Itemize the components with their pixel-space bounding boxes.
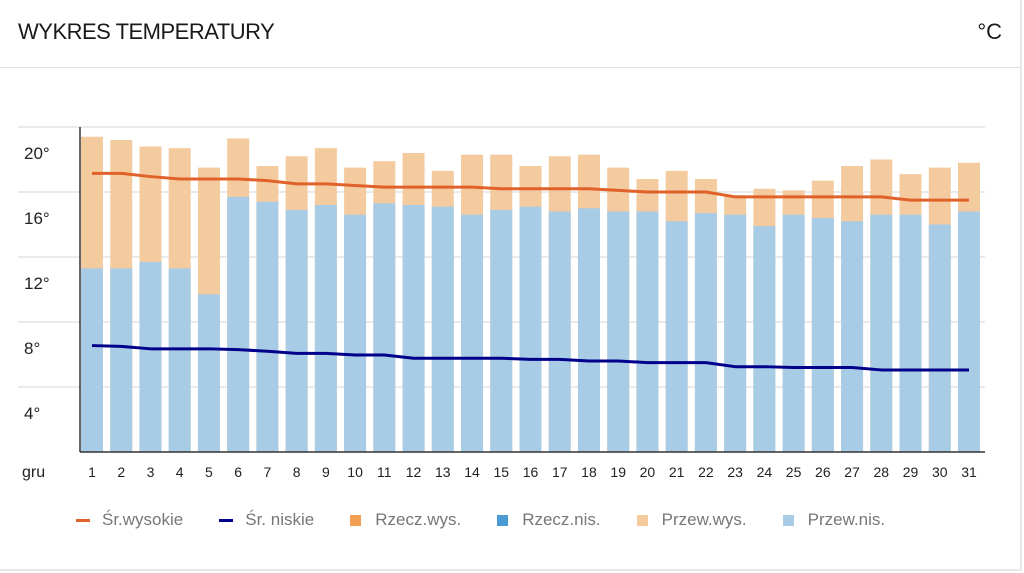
x-tick-label: 21 — [669, 464, 685, 480]
x-tick-label: 2 — [117, 464, 125, 480]
bar-forecast-low — [870, 214, 893, 452]
bar-forecast-low — [724, 214, 747, 452]
x-tick-label: 17 — [552, 464, 568, 480]
bar-forecast-low — [110, 268, 133, 452]
x-tick-label: 7 — [264, 464, 272, 480]
bar-forecast-low — [636, 211, 659, 452]
x-tick-label: 8 — [293, 464, 301, 480]
legend-label: Przew.wys. — [661, 510, 747, 529]
bar-forecast-low — [402, 205, 425, 452]
x-tick-label: 11 — [377, 464, 392, 480]
x-tick-label: 25 — [786, 464, 802, 480]
bar-forecast-low — [314, 205, 337, 452]
bar-forecast-low — [256, 201, 279, 452]
x-axis-label: gru — [22, 464, 45, 481]
bar-forecast-low — [782, 214, 805, 452]
legend-label: Przew.nis. — [807, 510, 886, 529]
y-tick-label: 16° — [24, 209, 50, 228]
chart-title: WYKRES TEMPERATURY — [18, 19, 275, 44]
bar-forecast-low — [958, 211, 980, 452]
legend-item[interactable]: Przew.nis. — [782, 510, 886, 530]
x-tick-label: 22 — [698, 464, 714, 480]
bar-forecast-low — [841, 221, 864, 452]
x-tick-label: 6 — [234, 464, 242, 480]
x-tick-label: 18 — [581, 464, 597, 480]
x-tick-label: 20 — [640, 464, 656, 480]
legend-swatch — [782, 514, 794, 526]
bar-forecast-low — [490, 209, 513, 452]
x-tick-label: 31 — [961, 464, 977, 480]
x-tick-label: 28 — [874, 464, 890, 480]
x-tick-label: 24 — [757, 464, 773, 480]
chart-header: WYKRES TEMPERATURY °C — [0, 0, 1020, 68]
x-tick-label: 12 — [406, 464, 422, 480]
x-tick-label: 13 — [435, 464, 451, 480]
x-tick-label: 4 — [176, 464, 184, 480]
legend-item[interactable]: Śr.wysokie — [76, 510, 183, 530]
bar-forecast-low — [139, 261, 162, 452]
bar-forecast-low — [461, 214, 484, 452]
bar-forecast-low — [373, 203, 396, 452]
bar-forecast-low — [227, 196, 250, 452]
x-tick-label: 14 — [464, 464, 480, 480]
chart-legend: Śr.wysokie Śr. niskie Rzecz.wys. Rzecz.nis.… — [76, 510, 921, 530]
bar-forecast-low — [607, 211, 630, 452]
bar-forecast-low — [285, 209, 308, 452]
x-tick-label: 15 — [493, 464, 509, 480]
bar-forecast-low — [519, 206, 542, 452]
bar-forecast-low — [81, 268, 103, 452]
bar-forecast-low — [197, 294, 220, 452]
x-tick-label: 27 — [844, 464, 860, 480]
bar-forecast-low — [928, 224, 951, 452]
legend-swatch — [219, 518, 234, 522]
x-tick-label: 16 — [523, 464, 539, 480]
x-tick-label: 29 — [903, 464, 919, 480]
bar-forecast-low — [665, 221, 688, 452]
bar-forecast-low — [577, 208, 600, 452]
bar-forecast-low — [694, 213, 717, 452]
x-tick-label: 9 — [322, 464, 330, 480]
x-tick-label: 3 — [147, 464, 155, 480]
x-tick-label: 30 — [932, 464, 948, 480]
legend-item[interactable]: Śr. niskie — [219, 510, 314, 530]
legend-item[interactable]: Rzecz.wys. — [350, 510, 461, 530]
bar-forecast-low — [811, 218, 834, 452]
x-tick-label: 5 — [205, 464, 213, 480]
x-tick-label: 26 — [815, 464, 831, 480]
legend-swatch — [350, 514, 362, 526]
bar-forecast-low — [753, 226, 776, 452]
legend-label: Rzecz.nis. — [522, 510, 601, 529]
bar-forecast-low — [899, 214, 922, 452]
y-tick-label: 4° — [24, 404, 40, 423]
y-tick-label: 20° — [24, 144, 50, 163]
y-tick-label: 8° — [24, 339, 40, 358]
line-avg-high — [92, 171, 969, 202]
legend-label: Śr.wysokie — [102, 510, 184, 529]
legend-swatch — [636, 514, 648, 526]
legend-label: Rzecz.wys. — [375, 510, 462, 529]
x-tick-label: 1 — [88, 464, 96, 480]
x-tick-label: 19 — [610, 464, 626, 480]
legend-item[interactable]: Przew.wys. — [636, 510, 747, 530]
line-avg-low — [91, 344, 969, 372]
bar-forecast-low — [168, 268, 191, 452]
legend-swatch — [497, 514, 509, 526]
x-tick-label: 23 — [727, 464, 743, 480]
bar-forecast-low — [431, 206, 454, 452]
legend-swatch — [76, 518, 90, 522]
legend-item[interactable]: Rzecz.nis. — [497, 510, 601, 530]
bar-forecast-low — [548, 211, 571, 452]
x-tick-label: 10 — [347, 464, 363, 480]
bar-forecast-low — [344, 214, 367, 452]
y-tick-label: 12° — [24, 274, 50, 293]
unit-toggle[interactable]: °C — [977, 19, 1002, 44]
legend-label: Śr. niskie — [245, 510, 315, 529]
